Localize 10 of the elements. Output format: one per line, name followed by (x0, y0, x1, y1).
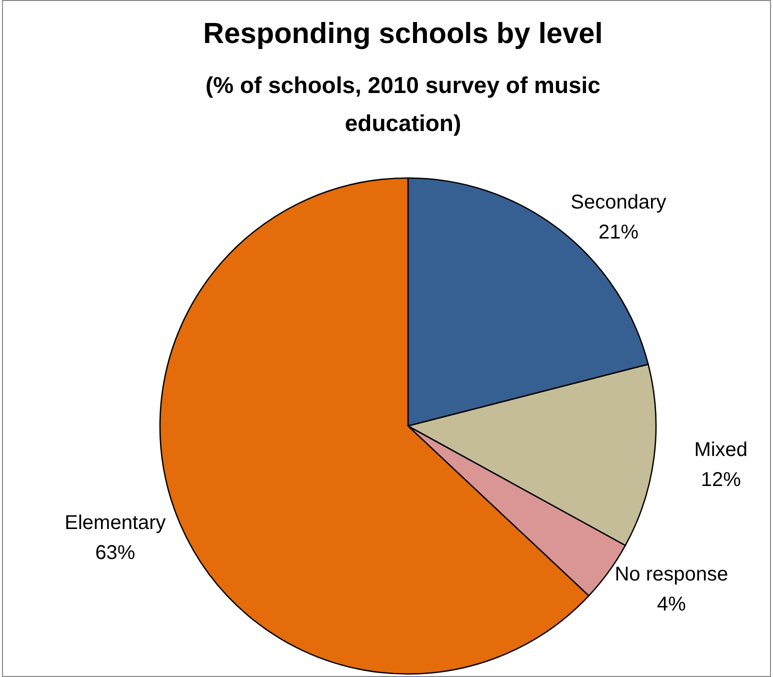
slice-label: Secondary (570, 192, 666, 214)
chart-subtitle: (% of schools, 2010 survey of music education) (204, 71, 602, 138)
data-label: 21% (598, 222, 639, 244)
slice-label: No response (614, 564, 728, 586)
chart-title: Responding schools by level (202, 18, 604, 51)
data-label: 63% (95, 542, 136, 564)
slice-label: Elementary (64, 512, 166, 534)
slice-label: Mixed (694, 438, 748, 461)
data-label: 12% (700, 468, 742, 491)
data-label: 4% (656, 594, 686, 616)
